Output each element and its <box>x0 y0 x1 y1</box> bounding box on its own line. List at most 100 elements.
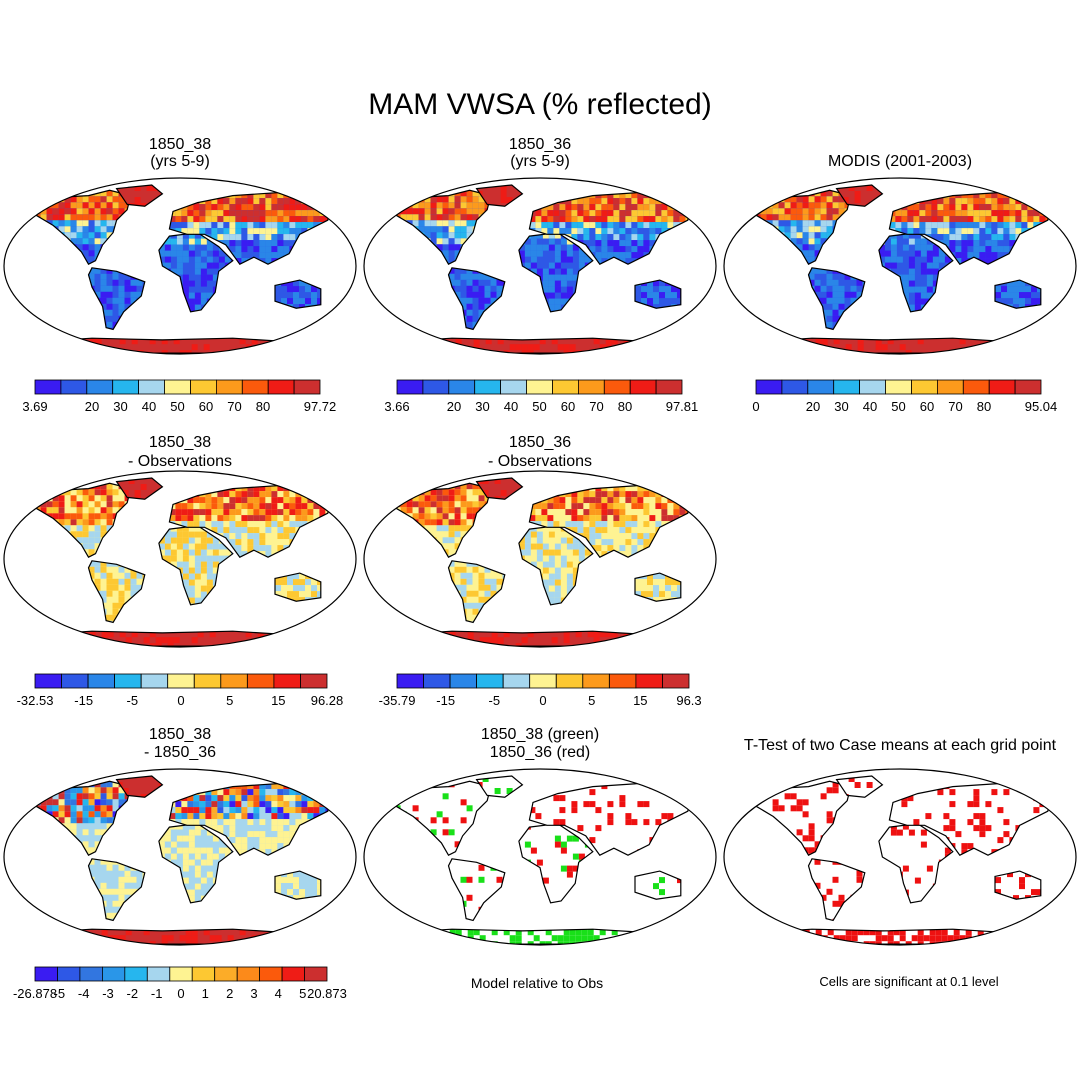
colorbar-swatch <box>609 673 637 689</box>
colorbar-swatch <box>164 379 191 395</box>
colorbar-swatch <box>259 966 283 982</box>
colorbar-swatch <box>140 673 169 689</box>
panel-1-title: 1850_38 <box>149 136 211 153</box>
colorbar-swatch <box>422 379 450 395</box>
colorbar-swatch <box>191 966 216 982</box>
colorbar-panel-2: 3.66 20 30 40 50 60 70 80 97.81 <box>384 379 699 414</box>
colorbar-tick-label: 5 <box>588 693 595 708</box>
colorbar-swatch <box>215 379 243 395</box>
colorbar-tick-label: 20.873 <box>307 986 347 1001</box>
colorbar-swatch <box>169 966 193 982</box>
colorbar-tick-label: 40 <box>863 399 877 414</box>
colorbar-tick-label: 5 <box>226 693 233 708</box>
colorbar-tick-label: -5 <box>489 693 501 708</box>
colorbar-swatch <box>500 379 527 395</box>
map-panel-6 <box>3 768 357 946</box>
colorbar-tick-label: 40 <box>504 399 518 414</box>
colorbar-tick-label: 3.66 <box>384 399 409 414</box>
colorbar-swatch <box>807 379 835 395</box>
colorbar-tick-label: -2 <box>127 986 139 1001</box>
land-antarctica <box>395 631 688 647</box>
colorbar-swatch <box>755 379 783 395</box>
panel-2-title: 1850_36 <box>509 136 571 153</box>
colorbar-tick-label: 60 <box>199 399 213 414</box>
colorbar-tick-label: -5 <box>127 693 139 708</box>
colorbar-swatch <box>86 379 114 395</box>
colorbar-tick-label: -15 <box>436 693 455 708</box>
colorbar-swatch <box>396 379 424 395</box>
map-border <box>3 768 357 946</box>
colorbar-tick-label: 0 <box>177 693 184 708</box>
colorbar-swatch <box>293 379 321 395</box>
colorbar-tick-label: 50 <box>891 399 905 414</box>
colorbar-swatch <box>859 379 886 395</box>
colorbar-tick-label: 60 <box>920 399 934 414</box>
colorbar-swatch <box>34 673 62 689</box>
colorbar-tick-label: -32.53 <box>17 693 54 708</box>
colorbar-tick-label: 96.3 <box>676 693 701 708</box>
colorbar-tick-label: 0 <box>177 986 184 1001</box>
colorbar-tick-label: 15 <box>633 693 647 708</box>
colorbar-swatch <box>214 966 238 982</box>
panel-1-subtitle: (yrs 5-9) <box>150 153 210 170</box>
colorbar-tick-label: 20 <box>447 399 461 414</box>
colorbar-swatch <box>781 379 809 395</box>
colorbar-tick-label: -26.878 <box>13 986 57 1001</box>
colorbar-tick-label: 70 <box>948 399 962 414</box>
colorbar-panel-3: 0 20 30 40 50 60 70 80 95.04 <box>752 379 1057 414</box>
colorbar-panel-1: 3.69 20 30 40 50 60 70 80 97.72 <box>22 379 337 414</box>
colorbar-swatch <box>236 966 261 982</box>
colorbar-swatch <box>124 966 148 982</box>
land-africa <box>518 823 593 903</box>
land-south-america <box>808 858 865 921</box>
colorbar-swatch <box>79 966 103 982</box>
colorbar-swatch <box>502 673 531 689</box>
colorbar-swatch <box>962 379 990 395</box>
colorbar-swatch <box>146 966 171 982</box>
map-border <box>363 177 717 355</box>
colorbar-tick-label: 1 <box>202 986 209 1001</box>
panel-7-title: 1850_38 (green) <box>481 726 599 743</box>
colorbar-swatch <box>476 673 504 689</box>
colorbar-tick-label: -4 <box>78 986 90 1001</box>
panel-7-subtitle: 1850_36 (red) <box>490 744 591 761</box>
colorbar-tick-label: 60 <box>561 399 575 414</box>
colorbar-tick-label: 40 <box>142 399 156 414</box>
panel-6-title: 1850_38 <box>149 726 211 743</box>
colorbar-tick-label: -35.79 <box>379 693 416 708</box>
map-panel-4 <box>3 470 357 648</box>
colorbar-swatch <box>193 673 222 689</box>
colorbar-tick-label: 80 <box>256 399 270 414</box>
colorbar-panel-5: -35.79 -15 -5 0 5 15 96.3 <box>379 673 702 708</box>
colorbar-tick-label: 30 <box>834 399 848 414</box>
land-south-america <box>448 858 505 921</box>
colorbar-tick-label: 97.81 <box>666 399 699 414</box>
colorbar-swatch <box>582 673 610 689</box>
colorbar-swatch <box>655 379 683 395</box>
panel-6-subtitle: - 1850_36 <box>144 744 216 761</box>
colorbar-tick-label: 20 <box>806 399 820 414</box>
panel-2-subtitle: (yrs 5-9) <box>510 153 570 170</box>
colorbar-swatch <box>300 673 328 689</box>
colorbar-swatch <box>555 673 584 689</box>
colorbar-tick-label: -3 <box>102 986 114 1001</box>
panel-4-title: 1850_38 <box>149 434 211 451</box>
colorbar-swatch <box>87 673 115 689</box>
map-panel-7 <box>363 768 717 946</box>
colorbar-swatch <box>662 673 690 689</box>
map-panel-5 <box>363 470 717 648</box>
colorbar-tick-label: 97.72 <box>304 399 337 414</box>
colorbar-swatch <box>423 673 451 689</box>
colorbar-swatch <box>474 379 502 395</box>
colorbar-tick-label: -5 <box>54 986 66 1001</box>
colorbar-swatch <box>241 379 269 395</box>
map-border <box>723 768 1077 946</box>
colorbar-tick-label: 70 <box>227 399 241 414</box>
colorbar-tick-label: 80 <box>618 399 632 414</box>
colorbar-swatch <box>629 379 657 395</box>
colorbar-tick-label: 96.28 <box>311 693 344 708</box>
colorbar-swatch <box>220 673 248 689</box>
panel-5-title: 1850_36 <box>509 434 571 451</box>
colorbar-swatch <box>112 379 139 395</box>
